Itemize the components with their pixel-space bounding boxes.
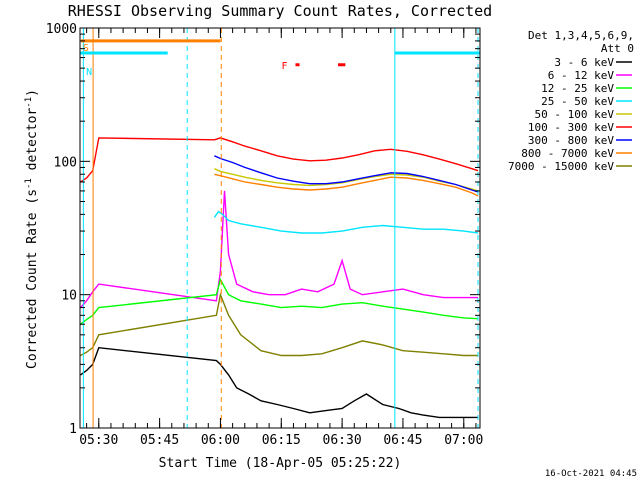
legend-label-8: 800 - 7000 keV: [521, 147, 614, 160]
legend-label-3: 12 - 25 keV: [541, 82, 614, 95]
x-tick-label: 06:30: [323, 433, 362, 448]
legend-label-9: 7000 - 15000 keV: [508, 160, 614, 173]
y-axis-label: Corrected Count Rate (s-1 detector-1): [24, 89, 40, 369]
legend-label-2: 6 - 12 keV: [548, 69, 615, 82]
x-axis-label: Start Time (18-Apr-05 05:25:22): [159, 456, 402, 471]
legend-label-7: 300 - 800 keV: [528, 134, 614, 147]
footer-timestamp: 16-Oct-2021 04:45: [545, 469, 637, 479]
x-tick-label: 05:30: [79, 433, 118, 448]
coverage-label-n: N: [86, 67, 92, 78]
series-line-8: [214, 173, 479, 197]
legend-label-1: 3 - 6 keV: [554, 56, 614, 69]
x-tick-label: 06:45: [383, 433, 422, 448]
series-line-3: [80, 277, 479, 325]
legend-label-5: 50 - 100 keV: [535, 108, 615, 121]
series-line-4: [213, 210, 479, 234]
y-tick-label: 100: [54, 155, 77, 170]
series-line-1: [80, 346, 478, 419]
series-line-5: [214, 168, 479, 192]
legend-label-6: 100 - 300 keV: [528, 121, 614, 134]
y-tick-label: 10: [61, 289, 77, 304]
y-tick-label: 1000: [46, 22, 77, 37]
series-line-2: [79, 190, 478, 309]
series-line-9: [80, 292, 478, 357]
legend-title-1: Det 1,3,4,5,6,9,: [528, 29, 634, 42]
x-tick-label: 06:00: [201, 433, 240, 448]
chart-title: RHESSI Observing Summary Count Rates, Co…: [68, 2, 492, 20]
legend-title-2: Att 0: [601, 42, 634, 55]
series-line-6: [80, 137, 479, 183]
y-tick-label: 1: [69, 422, 77, 437]
flare-label: F: [281, 61, 287, 72]
legend-label-4: 25 - 50 keV: [541, 95, 614, 108]
coverage-label-s: S: [83, 43, 89, 54]
x-tick-label: 05:45: [140, 433, 179, 448]
x-tick-label: 06:15: [262, 433, 301, 448]
series-line-7: [214, 155, 479, 193]
plot-frame: [79, 27, 481, 429]
x-tick-label: 07:00: [444, 433, 483, 448]
